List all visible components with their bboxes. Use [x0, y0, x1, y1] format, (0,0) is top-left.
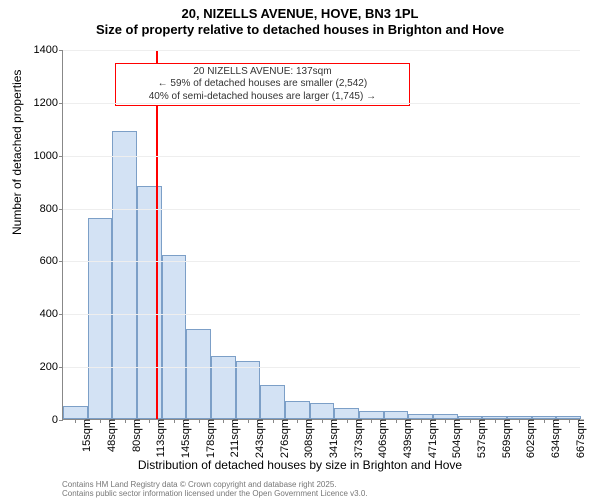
footer-line-1: Contains HM Land Registry data © Crown c… [62, 480, 368, 489]
footer: Contains HM Land Registry data © Crown c… [62, 480, 368, 498]
x-tick-label: 113sqm [153, 419, 167, 457]
x-tick [371, 419, 372, 423]
grid-line [63, 103, 580, 104]
grid-line [63, 50, 580, 51]
bar [384, 411, 409, 419]
x-tick-label: 178sqm [203, 419, 217, 458]
x-tick-label: 406sqm [375, 419, 389, 458]
x-tick [470, 419, 471, 423]
x-tick [248, 419, 249, 423]
x-tick [421, 419, 422, 423]
x-tick [396, 419, 397, 423]
annotation-box: 20 NIZELLS AVENUE: 137sqm ← 59% of detac… [115, 63, 410, 107]
x-tick [273, 419, 274, 423]
x-tick [519, 419, 520, 423]
x-tick [445, 419, 446, 423]
annotation-line-2: ← 59% of detached houses are smaller (2,… [122, 78, 403, 91]
x-tick-label: 15sqm [79, 419, 93, 452]
x-axis-label: Distribution of detached houses by size … [0, 458, 600, 472]
x-tick [544, 419, 545, 423]
x-tick-label: 211sqm [227, 419, 241, 457]
x-tick-label: 341sqm [326, 419, 340, 458]
y-tick-label: 0 [23, 414, 63, 426]
x-tick [297, 419, 298, 423]
chart-title: 20, NIZELLS AVENUE, HOVE, BN3 1PL Size o… [0, 0, 600, 39]
bar [162, 255, 187, 419]
grid-line [63, 156, 580, 157]
x-tick [125, 419, 126, 423]
bar [112, 131, 137, 419]
x-tick-label: 145sqm [178, 419, 192, 458]
x-tick [347, 419, 348, 423]
bar [334, 408, 359, 419]
y-tick-label: 200 [23, 361, 63, 373]
bar [236, 361, 261, 419]
x-tick [75, 419, 76, 423]
y-tick-label: 800 [23, 203, 63, 215]
grid-line [63, 367, 580, 368]
x-tick-label: 80sqm [129, 419, 143, 452]
x-tick [149, 419, 150, 423]
x-tick-label: 48sqm [104, 419, 118, 452]
bar [211, 356, 236, 419]
title-line-2: Size of property relative to detached ho… [0, 22, 600, 38]
chart-container: 20, NIZELLS AVENUE, HOVE, BN3 1PL Size o… [0, 0, 600, 500]
x-tick-label: 243sqm [252, 419, 266, 458]
y-axis-label: Number of detached properties [10, 70, 24, 235]
x-tick-label: 276sqm [277, 419, 291, 458]
x-tick-label: 439sqm [400, 419, 414, 458]
y-tick-label: 1200 [23, 97, 63, 109]
x-tick-label: 537sqm [474, 419, 488, 458]
x-tick [174, 419, 175, 423]
bar [310, 403, 335, 419]
bar [137, 186, 162, 419]
bar [359, 411, 384, 419]
x-tick-label: 504sqm [449, 419, 463, 458]
bar [63, 406, 88, 419]
y-tick-label: 1400 [23, 44, 63, 56]
annotation-line-3: 40% of semi-detached houses are larger (… [122, 91, 403, 104]
x-tick [569, 419, 570, 423]
footer-line-2: Contains public sector information licen… [62, 489, 368, 498]
bar [88, 218, 113, 419]
annotation-line-1: 20 NIZELLS AVENUE: 137sqm [122, 66, 403, 79]
x-tick-label: 373sqm [351, 419, 365, 458]
x-tick-label: 667sqm [573, 419, 587, 458]
grid-line [63, 209, 580, 210]
y-tick-label: 600 [23, 255, 63, 267]
grid-line [63, 261, 580, 262]
x-tick [322, 419, 323, 423]
x-tick [223, 419, 224, 423]
x-tick-label: 634sqm [548, 419, 562, 458]
bar [260, 385, 285, 419]
grid-line [63, 314, 580, 315]
x-tick-label: 569sqm [499, 419, 513, 458]
y-tick-label: 1000 [23, 150, 63, 162]
title-line-1: 20, NIZELLS AVENUE, HOVE, BN3 1PL [0, 6, 600, 22]
y-tick-label: 400 [23, 308, 63, 320]
bar [186, 329, 211, 419]
plot-area: 20 NIZELLS AVENUE: 137sqm ← 59% of detac… [62, 50, 580, 420]
plot-frame: 20 NIZELLS AVENUE: 137sqm ← 59% of detac… [62, 50, 580, 420]
bar [285, 401, 310, 420]
x-tick [100, 419, 101, 423]
x-tick-label: 471sqm [425, 419, 439, 458]
x-tick [495, 419, 496, 423]
x-tick-label: 308sqm [301, 419, 315, 458]
x-tick-label: 602sqm [523, 419, 537, 458]
x-tick [199, 419, 200, 423]
